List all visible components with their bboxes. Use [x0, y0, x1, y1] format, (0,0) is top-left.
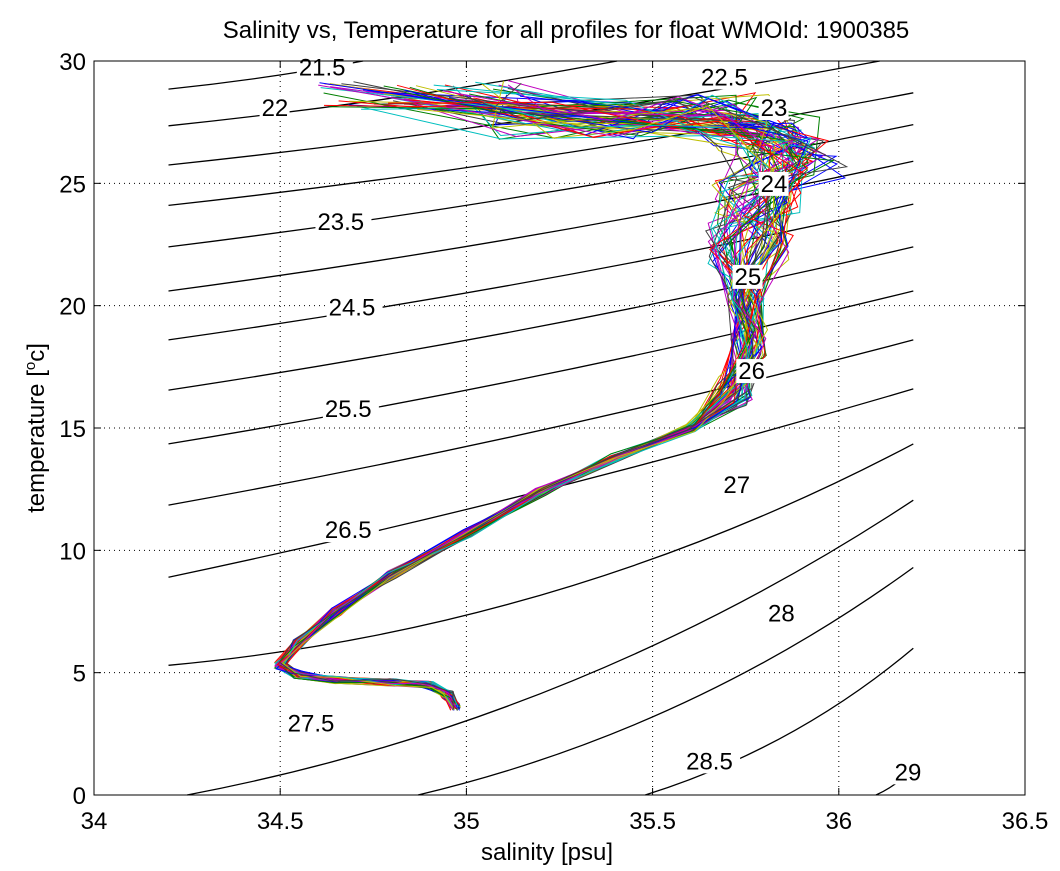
isopycnal-line — [168, 92, 914, 207]
isopycnal-lines — [168, 60, 914, 796]
isopycnal-label: 24.5 — [329, 294, 376, 321]
isopycnal-line — [186, 499, 914, 796]
isopycnal-label-mask — [736, 359, 767, 384]
isopycnal-line — [168, 203, 914, 341]
isopycnal-label-mask — [315, 209, 372, 234]
isopycnal-label: 22.5 — [701, 64, 748, 91]
isopycnal-label: 26 — [738, 358, 765, 385]
y-tick-label: 20 — [59, 294, 86, 321]
isopycnal-label-mask — [684, 749, 741, 774]
isopycnal-label-mask — [766, 601, 797, 626]
y-axis-label-text: temperature [ — [23, 370, 50, 513]
x-axis-label: salinity [psu] — [481, 839, 613, 866]
y-axis-label-superscript: o — [22, 362, 39, 370]
isopycnal-label: 25 — [735, 264, 762, 291]
y-tick-label: 10 — [59, 538, 86, 565]
isopycnal-line — [168, 290, 914, 445]
y-axis-label: temperature [oc] — [22, 343, 50, 513]
isopycnal-label: 25.5 — [325, 396, 372, 423]
y-tick-label: 15 — [59, 416, 86, 443]
x-tick-label: 34.5 — [257, 808, 304, 835]
y-tick-label: 25 — [59, 171, 86, 198]
isopycnal-label: 28 — [768, 600, 795, 627]
isopycnal-line — [168, 443, 914, 666]
isopycnal-line — [168, 339, 914, 506]
isopycnal-line — [168, 246, 914, 391]
isopycnal-label: 29 — [895, 759, 922, 786]
profile-line — [281, 105, 792, 711]
isopycnal-line — [417, 566, 914, 796]
y-axis-label-unit: c] — [23, 343, 50, 362]
x-tick-label: 36.5 — [1002, 808, 1049, 835]
profile-line — [282, 102, 761, 708]
isopycnal-label-mask — [732, 264, 763, 289]
isopycnal-label-mask — [259, 96, 290, 121]
chart-title: Salinity vs, Temperature for all profile… — [223, 17, 910, 44]
isopycnal-label: 24 — [761, 171, 788, 198]
isopycnal-label-mask — [758, 171, 789, 196]
isopycnal-label-mask — [721, 472, 752, 497]
x-tick-label: 35 — [453, 808, 480, 835]
x-tick-label: 34 — [81, 808, 108, 835]
isopycnal-label-mask — [322, 396, 379, 421]
isopycnal-line — [168, 160, 914, 292]
isopycnal-label-mask — [285, 711, 342, 736]
y-tick-label: 30 — [59, 49, 86, 76]
isopycnal-label: 23 — [761, 95, 788, 122]
isopycnal-label: 22 — [262, 95, 289, 122]
isopycnal-label-mask — [758, 96, 789, 121]
isopycnal-label-mask — [296, 55, 353, 80]
profile-line — [278, 95, 849, 710]
y-tick-label: 0 — [73, 783, 86, 810]
x-tick-label: 36 — [825, 808, 852, 835]
isopycnal-label-mask — [892, 760, 923, 785]
grid — [94, 61, 1025, 795]
isopycnal-label-mask — [326, 295, 383, 320]
isopycnal-label: 27 — [723, 472, 750, 499]
isopycnal-label: 28.5 — [686, 748, 733, 775]
isopycnal-label: 27.5 — [288, 710, 335, 737]
x-tick-label: 35.5 — [629, 808, 676, 835]
isopycnal-label-mask — [699, 65, 756, 90]
isopycnal-label: 23.5 — [317, 209, 364, 236]
isopycnal-label: 21.5 — [299, 55, 346, 82]
y-tick-label: 5 — [73, 661, 86, 688]
isopycnal-labels: 21.5 22 22.5 23 23.5 24 24.5 25 25.5 26 26.5 27 27.5… — [259, 55, 923, 786]
isopycnal-line — [645, 647, 914, 796]
isopycnal-label: 26.5 — [325, 517, 372, 544]
axis-ticks: 34 34.5 35 35.5 36 36.5 0 5 10 15 20 25 30 — [59, 49, 1048, 835]
isopycnal-label-mask — [322, 518, 379, 543]
profile-lines — [273, 80, 849, 711]
